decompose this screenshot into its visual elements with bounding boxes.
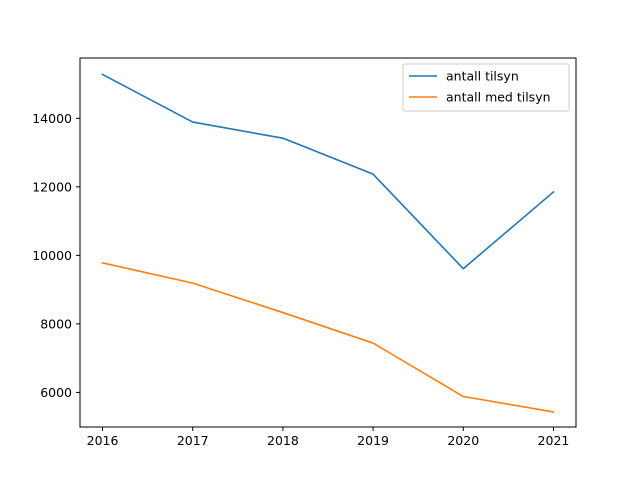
legend: antall tilsyn antall med tilsyn	[402, 63, 570, 112]
y-tick-label: 14000	[32, 111, 72, 126]
plot-area-frame	[79, 57, 577, 428]
x-tick-label: 2016	[87, 433, 119, 448]
y-tick-label: 8000	[40, 316, 72, 331]
x-tick-label: 2019	[357, 433, 389, 448]
legend-box	[402, 63, 570, 112]
x-axis: 2016 2017 2018 2019 2020 2021	[87, 427, 570, 448]
legend-label-0: antall tilsyn	[446, 69, 519, 84]
y-axis: 6000 8000 10000 12000 14000	[32, 111, 80, 400]
series-line-1	[101, 261, 555, 413]
plot-lines	[101, 73, 555, 413]
x-tick-label: 2018	[267, 433, 299, 448]
x-tick-label: 2017	[177, 433, 209, 448]
y-tick-label: 10000	[32, 248, 72, 263]
x-tick-label: 2020	[447, 433, 479, 448]
series-line-0	[101, 73, 555, 270]
x-tick-label: 2021	[538, 433, 570, 448]
legend-label-1: antall med tilsyn	[446, 90, 551, 105]
y-tick-label: 12000	[32, 179, 72, 194]
y-tick-label: 6000	[40, 385, 72, 400]
